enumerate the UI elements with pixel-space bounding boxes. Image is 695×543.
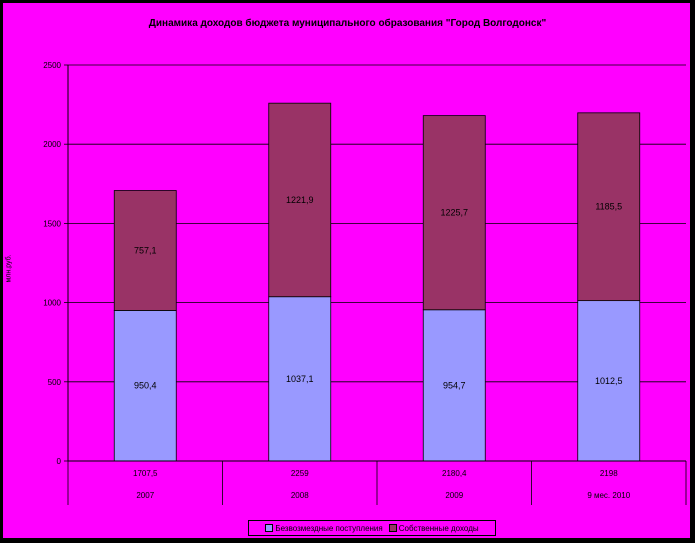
bar-segment bbox=[422, 309, 486, 462]
x-tick-label: 2007 bbox=[136, 491, 154, 500]
data-label: 1225,7 bbox=[440, 208, 468, 218]
total-label: 1707,5 bbox=[133, 469, 158, 478]
total-label: 2180,4 bbox=[442, 469, 467, 478]
y-tick-label: 2500 bbox=[43, 61, 61, 70]
data-label: 757,1 bbox=[134, 245, 157, 255]
bar-segment bbox=[113, 190, 177, 311]
legend-swatch-grants bbox=[265, 524, 274, 532]
legend: Безвозмездные поступления Собственные до… bbox=[248, 520, 496, 536]
y-tick-label: 2000 bbox=[43, 140, 61, 149]
data-label: 1185,5 bbox=[595, 202, 622, 212]
y-tick-label: 0 bbox=[57, 457, 62, 466]
bar-segment bbox=[268, 102, 332, 298]
total-label: 2198 bbox=[600, 469, 618, 478]
legend-label-own-revenue: Собственные доходы bbox=[398, 523, 479, 533]
bar-segment bbox=[577, 300, 641, 462]
x-tick-label: 9 мес. 2010 bbox=[587, 491, 630, 500]
chart-svg: 0 500 1000 1500 2000 2500 950,4 757,1 1037,1 1221… bbox=[43, 61, 687, 505]
legend-item-own-revenue: Собственные доходы bbox=[388, 523, 479, 533]
data-label: 1037,1 bbox=[286, 374, 314, 384]
bar-segment bbox=[113, 310, 177, 462]
chart-title: Динамика доходов бюджета муниципального … bbox=[148, 18, 547, 29]
data-label: 950,4 bbox=[134, 381, 157, 391]
total-label: 2259 bbox=[291, 469, 309, 478]
data-label: 954,7 bbox=[443, 380, 466, 390]
y-tick-label: 1500 bbox=[43, 219, 61, 228]
legend-label-grants: Безвозмездные поступления bbox=[275, 523, 383, 533]
x-tick-label: 2009 bbox=[445, 491, 463, 500]
legend-swatch-own-revenue bbox=[388, 524, 397, 532]
legend-item-grants: Безвозмездные поступления bbox=[265, 523, 383, 533]
y-tick-label: 1000 bbox=[43, 299, 61, 308]
data-label: 1221,9 bbox=[286, 195, 314, 205]
bar-segment bbox=[577, 112, 641, 302]
data-label: 1012,5 bbox=[595, 376, 623, 386]
x-tick-label: 2008 bbox=[291, 491, 309, 500]
y-tick-label: 500 bbox=[48, 378, 62, 387]
bar-segment bbox=[268, 296, 332, 462]
bar-segment bbox=[422, 115, 486, 311]
